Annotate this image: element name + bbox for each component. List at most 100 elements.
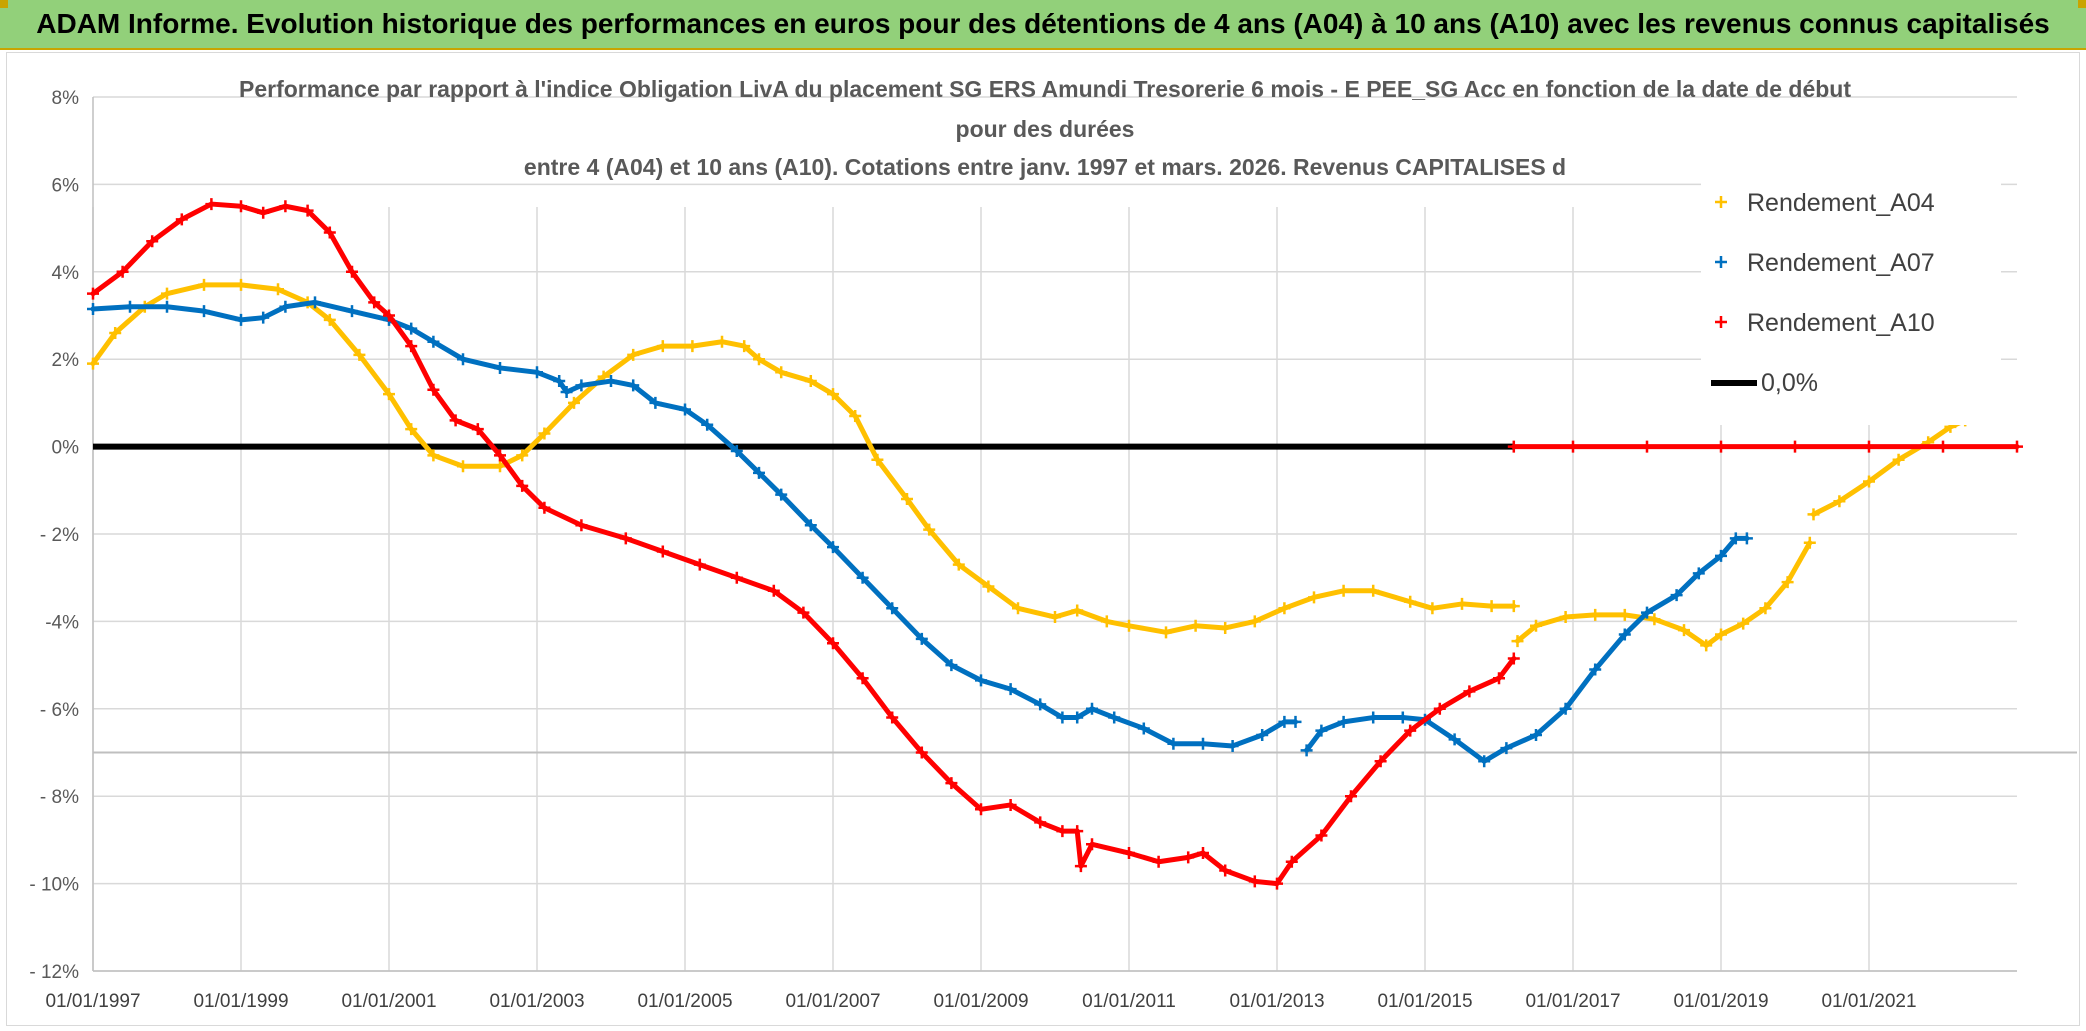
data-point (1056, 825, 1069, 838)
data-point (1807, 508, 1820, 521)
x-tick-label: 01/01/2013 (1229, 991, 1324, 1012)
x-tick-label: 01/01/2005 (637, 991, 732, 1012)
data-point (605, 375, 617, 388)
series-line (1515, 540, 1813, 648)
y-tick-label: - 2% (40, 525, 79, 546)
data-point (2011, 440, 2023, 453)
data-point (1404, 724, 1417, 737)
legend-label: Rendement_A04 (1747, 189, 1935, 217)
data-point (1567, 440, 1579, 453)
data-point (1004, 683, 1017, 696)
data-point (627, 348, 640, 361)
x-tick-label: 01/01/2001 (341, 991, 436, 1012)
data-point (1507, 652, 1520, 665)
data-point (849, 410, 862, 423)
data-point (1271, 877, 1283, 890)
data-point (716, 335, 728, 348)
data-point (1715, 549, 1727, 562)
x-tick-label: 01/01/2021 (1821, 991, 1916, 1012)
data-point (915, 746, 928, 759)
data-point (827, 388, 839, 401)
data-point (531, 366, 543, 379)
data-point (1071, 711, 1084, 724)
data-point (1530, 619, 1542, 632)
data-point (1781, 576, 1794, 589)
data-point (1374, 755, 1387, 768)
data-point (1493, 672, 1505, 685)
data-point (1729, 532, 1742, 545)
data-point (449, 414, 462, 427)
data-point (649, 396, 662, 409)
data-point (701, 418, 714, 431)
y-tick-label: - 6% (40, 700, 79, 721)
data-point (886, 711, 899, 724)
data-point (1315, 829, 1328, 842)
data-point (753, 353, 765, 366)
x-tick-label: 01/01/1999 (193, 991, 288, 1012)
data-point (1863, 475, 1875, 488)
data-point (494, 449, 506, 462)
data-point (198, 305, 210, 318)
data-point (827, 637, 839, 650)
data-point (730, 444, 743, 457)
data-point (427, 335, 440, 348)
data-point (1197, 847, 1209, 860)
data-point (1507, 600, 1520, 613)
data-point (1833, 495, 1846, 508)
legend-plus-icon (1715, 316, 1727, 328)
y-tick-label: 4% (52, 263, 80, 284)
data-point (146, 235, 159, 248)
data-point (1123, 619, 1135, 632)
data-point (1478, 755, 1491, 768)
data-point (1086, 702, 1098, 715)
data-point (235, 200, 247, 213)
data-point (656, 340, 669, 353)
data-point (1197, 737, 1209, 750)
data-point (323, 226, 336, 239)
data-point (1219, 621, 1232, 634)
data-point (353, 348, 366, 361)
data-point (730, 571, 743, 584)
y-tick-label: 0% (52, 438, 80, 459)
data-point (405, 423, 418, 436)
data-point (161, 300, 173, 313)
data-point (1278, 602, 1291, 615)
x-tick-label: 01/01/1997 (45, 991, 140, 1012)
data-point (1034, 816, 1047, 829)
y-tick-label: - 10% (29, 875, 79, 896)
x-tick-label: 01/01/2015 (1377, 991, 1472, 1012)
data-point (1034, 698, 1047, 711)
data-point (1289, 715, 1302, 728)
data-point (952, 558, 965, 571)
data-point (1337, 715, 1350, 728)
y-tick-label: 6% (52, 175, 80, 196)
data-point (1100, 615, 1113, 628)
data-point (1740, 532, 1753, 545)
data-point (1559, 702, 1572, 715)
data-point (272, 283, 284, 296)
data-point (346, 305, 358, 318)
data-point (627, 379, 640, 392)
data-point (175, 213, 188, 226)
series-A04 (87, 278, 1972, 652)
data-point (1123, 847, 1135, 860)
data-point (427, 449, 440, 462)
data-point (1737, 617, 1750, 630)
data-point (1507, 440, 1520, 453)
series-line (90, 299, 1298, 749)
data-point (1152, 855, 1165, 868)
data-point (923, 523, 936, 536)
data-point (1692, 567, 1705, 580)
data-point (235, 313, 247, 326)
data-point (975, 803, 987, 816)
data-point (1189, 619, 1202, 632)
x-tick-label: 01/01/2011 (1082, 991, 1176, 1012)
data-point (457, 460, 469, 473)
data-point (945, 777, 958, 790)
data-point (1285, 855, 1298, 868)
data-point (471, 423, 484, 436)
data-point (553, 375, 566, 388)
x-tick-label: 01/01/2007 (785, 991, 880, 1012)
report-banner-title: ADAM Informe. Evolution historique des p… (0, 0, 2086, 50)
series-A10 (87, 198, 2023, 890)
